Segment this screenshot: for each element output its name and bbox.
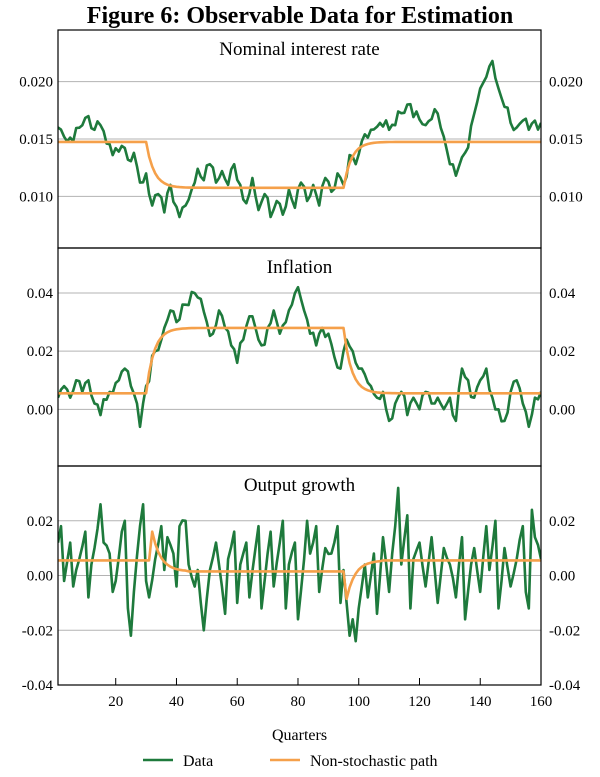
y-tick-label-left: 0.00 [27,402,53,418]
y-tick-label-right: 0.02 [549,344,575,360]
data-series-line [58,59,541,219]
y-tick-label-left: 0.020 [19,75,53,91]
y-tick-label-right: 0.04 [549,286,576,302]
path-series-line [58,326,541,395]
panel-frame [57,465,542,686]
data-series-line [58,486,541,643]
x-axis-title: Quarters [272,727,327,744]
x-tick-label: 80 [290,694,305,710]
panel-title: Nominal interest rate [219,39,379,60]
panel-title: Inflation [267,257,333,278]
x-tick-label: 160 [530,694,553,710]
y-tick-label-left: -0.04 [22,678,54,694]
y-tick-label-left: 0.010 [19,189,53,205]
data-series-line [58,285,541,429]
x-tick-label: 140 [469,694,492,710]
y-tick-label-left: 0.02 [27,514,53,530]
x-tick-label: 100 [347,694,370,710]
panel-frame [57,247,542,467]
y-tick-label-right: -0.04 [549,678,581,694]
y-tick-label-left: 0.015 [19,132,53,148]
x-tick-label: 60 [230,694,245,710]
x-tick-label: 20 [108,694,123,710]
y-tick-label-left: -0.02 [22,623,53,639]
x-tick-label: 120 [408,694,431,710]
y-tick-label-right: 0.010 [549,189,583,205]
panel-title: Output growth [244,475,356,496]
y-tick-label-right: 0.00 [549,402,575,418]
y-tick-label-left: 0.04 [27,286,54,302]
y-tick-label-right: 0.020 [549,75,583,91]
path-series-line [58,140,541,190]
path-series-line [58,530,541,601]
y-tick-label-left: 0.02 [27,344,53,360]
x-tick-label: 40 [169,694,184,710]
legend-label: Data [183,753,213,770]
y-tick-label-right: 0.02 [549,514,575,530]
y-tick-label-left: 0.00 [27,569,53,585]
y-tick-label-right: 0.015 [549,132,583,148]
legend-label: Non-stochastic path [310,753,438,770]
y-tick-label-right: 0.00 [549,569,575,585]
figure-title: Figure 6: Observable Data for Estimation [86,3,514,29]
y-tick-label-right: -0.02 [549,623,580,639]
